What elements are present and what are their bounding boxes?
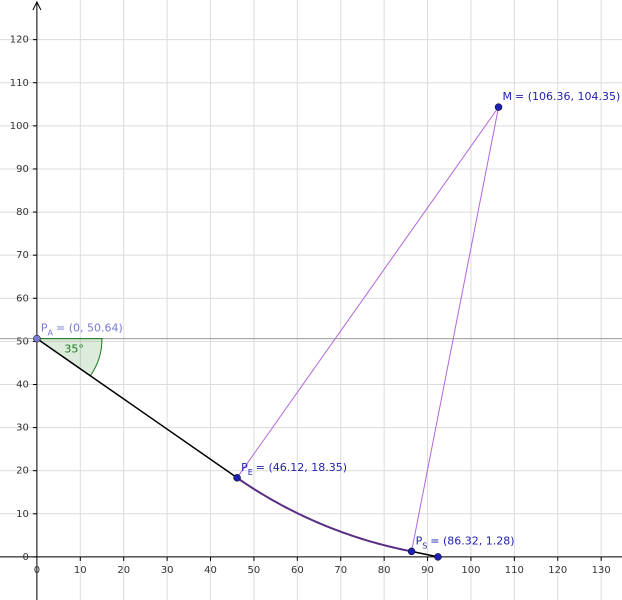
point bbox=[407, 547, 416, 556]
x-tick-label: 20 bbox=[117, 565, 130, 576]
arc bbox=[236, 476, 412, 553]
point-coords: = (46.12, 18.35) bbox=[256, 461, 347, 474]
x-tick-label: 70 bbox=[334, 565, 347, 576]
point-name: M bbox=[503, 90, 513, 103]
y-axis-arrow bbox=[32, 0, 42, 11]
x-tick-label: 40 bbox=[204, 565, 217, 576]
y-tick-label: 50 bbox=[16, 336, 29, 347]
x-tick-label: 10 bbox=[74, 565, 87, 576]
y-tick-label: 70 bbox=[16, 250, 29, 261]
point-name: P bbox=[416, 534, 423, 547]
y-tick-label: 120 bbox=[10, 35, 29, 46]
y-tick-label: 80 bbox=[16, 207, 29, 218]
x-tick-label: 0 bbox=[34, 565, 40, 576]
y-tick-label: 20 bbox=[16, 466, 29, 477]
point-label: PA = (0, 50.64) bbox=[41, 322, 123, 338]
point-name: P bbox=[241, 461, 248, 474]
point-label: PS = (86.32, 1.28) bbox=[416, 534, 515, 550]
segment bbox=[36, 338, 238, 479]
y-tick-label: 110 bbox=[10, 78, 29, 89]
x-tick-label: 100 bbox=[461, 565, 480, 576]
point-label: M = (106.36, 104.35) bbox=[503, 90, 621, 103]
point-subscript: S bbox=[422, 541, 427, 550]
segment bbox=[236, 106, 499, 479]
point bbox=[33, 334, 41, 343]
y-tick-label: 0 bbox=[23, 552, 29, 563]
x-tick-label: 120 bbox=[548, 565, 567, 576]
point bbox=[233, 474, 241, 482]
x-tick-label: 50 bbox=[248, 565, 261, 576]
y-tick-label: 10 bbox=[16, 509, 29, 520]
segment bbox=[411, 107, 500, 552]
x-tick-label: 60 bbox=[291, 565, 304, 576]
y-tick-label: 40 bbox=[16, 379, 29, 390]
y-tick-label: 90 bbox=[16, 164, 29, 175]
point-coords: = (106.36, 104.35) bbox=[515, 90, 620, 103]
segment bbox=[411, 550, 439, 558]
point-subscript: A bbox=[48, 328, 54, 337]
point-label: PE = (46.12, 18.35) bbox=[241, 461, 347, 477]
x-tick-label: 130 bbox=[592, 565, 611, 576]
y-tick-label: 30 bbox=[16, 423, 29, 434]
angle-label: 35° bbox=[64, 342, 84, 355]
x-tick-label: 80 bbox=[378, 565, 391, 576]
y-tick-label: 100 bbox=[10, 121, 29, 132]
x-tick-label: 30 bbox=[161, 565, 174, 576]
point-name: P bbox=[41, 322, 48, 335]
point-coords: = (0, 50.64) bbox=[56, 322, 123, 335]
point bbox=[434, 553, 442, 561]
y-tick-label: 60 bbox=[16, 293, 29, 304]
x-tick-label: 110 bbox=[505, 565, 524, 576]
point bbox=[494, 103, 503, 111]
x-tick-label: 90 bbox=[421, 565, 434, 576]
point-subscript: E bbox=[248, 467, 253, 476]
point-coords: = (86.32, 1.28) bbox=[430, 534, 514, 547]
